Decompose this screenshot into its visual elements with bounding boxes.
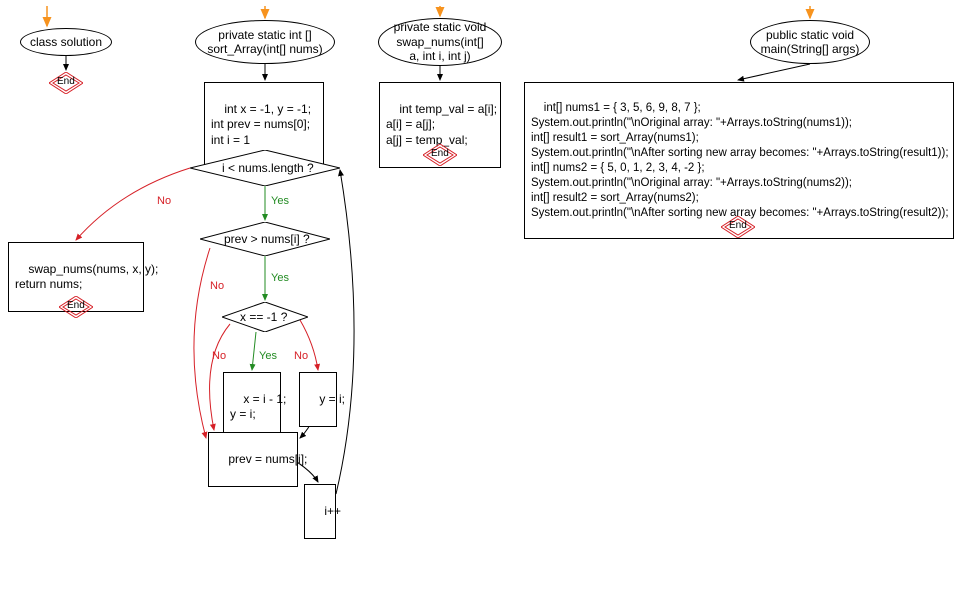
yes-label: Yes — [271, 272, 289, 284]
node-text: int x = -1, y = -1; int prev = nums[0]; … — [211, 102, 311, 147]
no-label: No — [157, 195, 171, 207]
increment-box: i++ — [304, 484, 336, 539]
cond-prev-diamond: prev > nums[i] ? — [200, 222, 330, 256]
sort-array-ellipse: private static int [] sort_Array(int[] n… — [195, 20, 335, 64]
end-node: End — [59, 296, 93, 318]
node-text: public static void main(String[] args) — [761, 28, 860, 57]
no-label: No — [212, 350, 226, 362]
node-text: class solution — [30, 35, 102, 49]
node-text: int temp_val = a[i]; a[i] = a[j]; a[j] =… — [386, 102, 497, 147]
end-node: End — [49, 72, 83, 94]
end-node: End — [721, 216, 755, 238]
yes-label: Yes — [259, 350, 277, 362]
end-label: End — [57, 76, 75, 87]
node-text: x == -1 ? — [240, 310, 287, 324]
node-text: x = i - 1; y = i; — [230, 392, 286, 422]
node-text: int[] nums1 = { 3, 5, 6, 9, 8, 7 }; Syst… — [531, 102, 949, 219]
flowchart-canvas: class solution End private static int []… — [0, 0, 971, 590]
cond-length-diamond: i < nums.length ? — [190, 150, 340, 186]
no-label: No — [210, 280, 224, 292]
swap-nums-ellipse: private static void swap_nums(int[] a, i… — [378, 18, 502, 66]
assign-prev-box: prev = nums[i]; — [208, 432, 298, 487]
end-label: End — [729, 220, 747, 231]
no-label: No — [294, 350, 308, 362]
assign-y-box: y = i; — [299, 372, 337, 427]
node-text: private static void swap_nums(int[] a, i… — [394, 20, 487, 63]
end-node: End — [423, 144, 457, 166]
node-text: swap_nums(nums, x, y); return nums; — [15, 262, 158, 292]
end-label: End — [431, 148, 449, 159]
node-text: i < nums.length ? — [222, 161, 314, 175]
node-text: y = i; — [319, 392, 345, 406]
cond-x-diamond: x == -1 ? — [222, 302, 308, 332]
end-label: End — [67, 300, 85, 311]
class-solution-ellipse: class solution — [20, 28, 112, 56]
node-text: private static int [] sort_Array(int[] n… — [207, 28, 322, 57]
node-text: prev > nums[i] ? — [224, 232, 310, 246]
node-text: i++ — [324, 504, 341, 518]
main-ellipse: public static void main(String[] args) — [750, 20, 870, 64]
yes-label: Yes — [271, 195, 289, 207]
node-text: prev = nums[i]; — [228, 452, 307, 466]
